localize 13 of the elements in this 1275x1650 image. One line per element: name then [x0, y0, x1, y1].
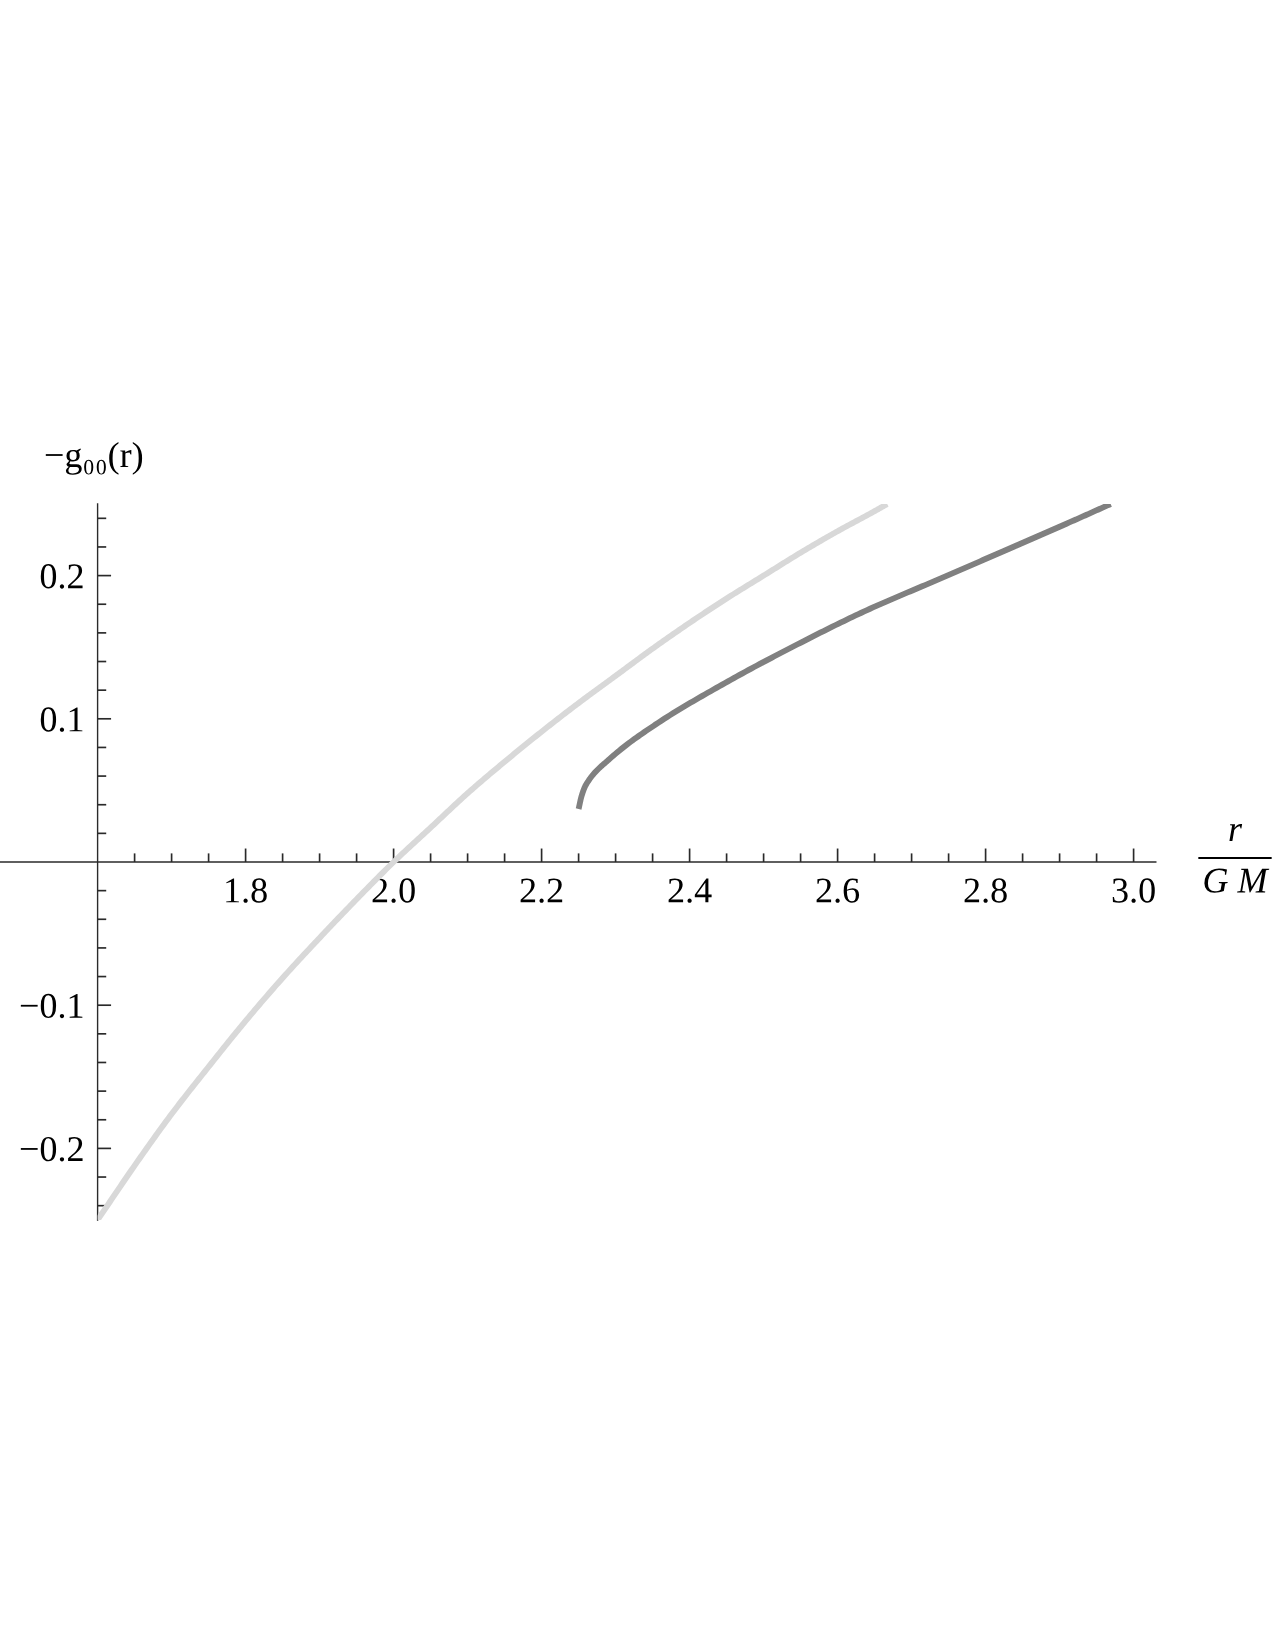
x-tick-label: 2.8 [964, 878, 1007, 903]
x-tick-label: 2.4 [668, 878, 712, 903]
y-tick-label: 0.2 [40, 564, 83, 589]
x-tick-label: 2.0 [372, 878, 415, 903]
y-axis-title: −g₀₀(r) [45, 441, 143, 475]
x-tick-label: 2.6 [816, 878, 860, 903]
y-tick-label: 0.1 [40, 707, 83, 732]
y-tick-label: −0.2 [20, 1136, 83, 1162]
x-tick-label: 1.8 [226, 878, 267, 903]
x-tick-label: 3.0 [1112, 878, 1155, 903]
x-axis-title: r G M [1204, 823, 1270, 893]
y-tick-label: −0.1 [20, 993, 83, 1019]
x-tick-label: 2.2 [520, 878, 563, 903]
